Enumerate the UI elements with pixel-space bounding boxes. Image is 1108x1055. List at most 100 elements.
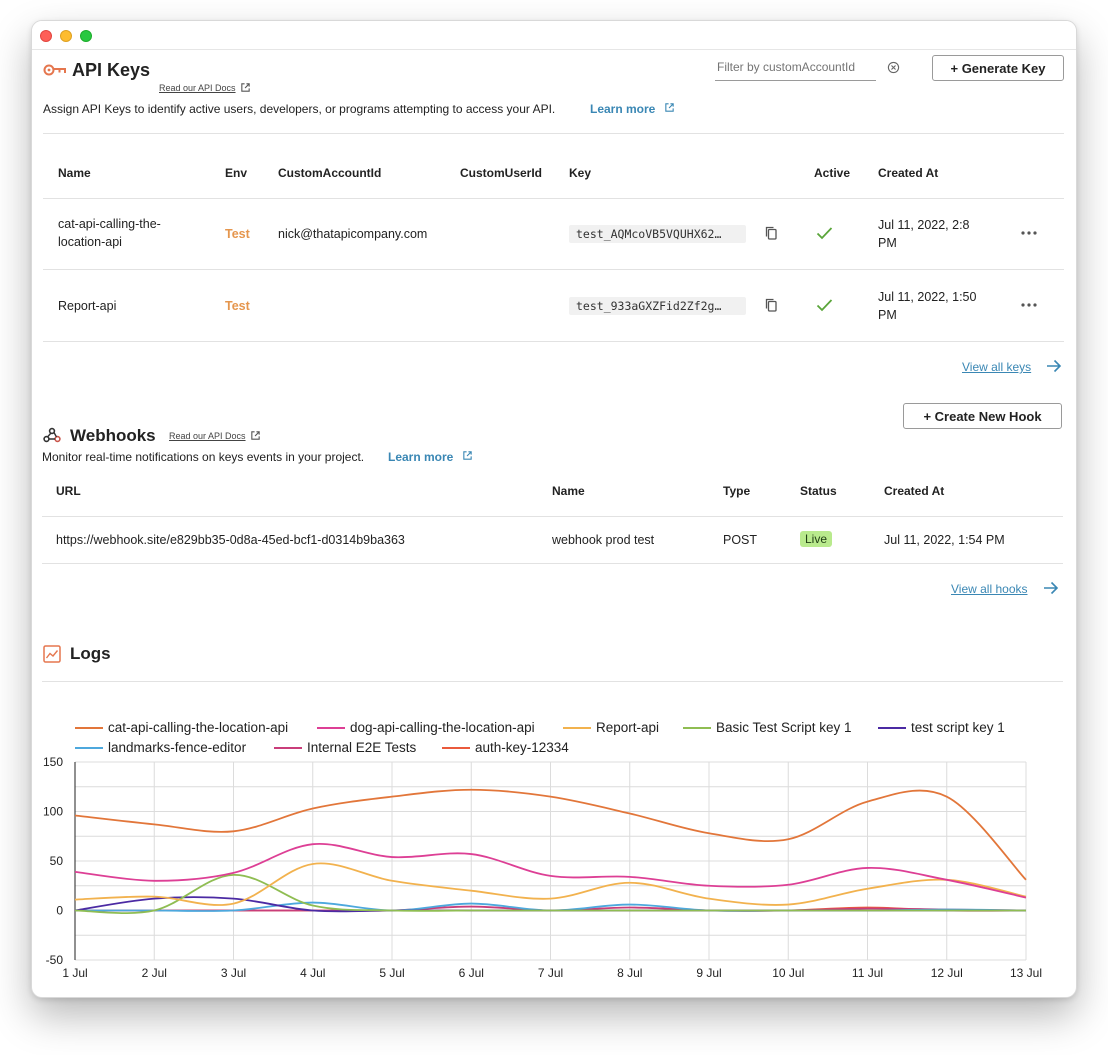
api-keys-learn-more-link[interactable]: Learn more [590,102,656,116]
column-header-custom-account-id[interactable]: CustomAccountId [278,166,382,180]
legend-swatch [274,746,302,749]
divider [43,341,1064,342]
column-header-custom-user-id[interactable]: CustomUserId [460,166,543,180]
webhook-url[interactable]: https://webhook.site/e829bb35-0d8a-45ed-… [56,533,405,547]
x-tick-label: 6 Jul [459,966,484,980]
main-content: API Keys Read our API Docs Assign API Ke… [32,50,1076,997]
x-tick-label: 4 Jul [300,966,325,980]
create-new-hook-button[interactable]: + Create New Hook [903,403,1062,429]
column-header-name[interactable]: Name [552,484,585,498]
legend-label: cat-api-calling-the-location-api [108,720,289,735]
app-window: API Keys Read our API Docs Assign API Ke… [31,20,1077,998]
maximize-window-button[interactable] [80,30,92,42]
api-keys-docs-link[interactable]: Read our API Docs [159,83,236,93]
x-tick-label: 5 Jul [379,966,404,980]
legend-item[interactable]: Basic Test Script key 1 [683,720,852,735]
legend-item[interactable]: Report-api [563,720,659,735]
clear-filter-icon[interactable] [887,61,900,74]
column-header-env[interactable]: Env [225,166,248,180]
legend-swatch [75,746,103,749]
webhook-name: webhook prod test [552,533,655,547]
close-window-button[interactable] [40,30,52,42]
y-tick-label: -50 [46,953,64,967]
minimize-window-button[interactable] [60,30,72,42]
webhook-type: POST [723,533,758,547]
copy-icon[interactable] [765,298,778,313]
logs-line-chart: 150 100 50 0 -501 Jul 2 Jul 3 Jul 4 Jul 5 Jul 6 J… [43,755,1042,980]
x-tick-label: 13 Jul [1010,966,1042,980]
legend-swatch [878,726,906,729]
y-tick-label: 50 [50,854,64,868]
arrow-right-icon[interactable] [1043,581,1059,595]
key-name: Report-api [58,299,117,313]
external-link-icon[interactable] [664,102,675,113]
legend-label: Basic Test Script key 1 [716,720,852,735]
divider [42,516,1063,517]
column-header-type[interactable]: Type [723,484,751,498]
api-key-value: test_933aGXZFid2Zf2g… [569,297,746,315]
external-link-icon[interactable] [462,450,473,461]
legend-label: dog-api-calling-the-location-api [350,720,535,735]
created-at: Jul 11, 2022, 1:54 PM [884,533,1005,547]
copy-icon[interactable] [765,226,778,241]
x-tick-label: 10 Jul [772,966,804,980]
created-at: PM [878,308,897,322]
divider [43,133,1064,134]
divider [42,563,1063,564]
external-link-icon[interactable] [250,430,261,441]
column-header-created-at[interactable]: Created At [878,166,939,180]
api-keys-title: API Keys [72,60,151,80]
more-options-icon[interactable] [1021,303,1037,307]
webhooks-learn-more-link[interactable]: Learn more [388,450,454,464]
legend-label: landmarks-fence-editor [108,740,247,755]
key-icon [43,64,66,76]
x-tick-label: 8 Jul [617,966,642,980]
external-link-icon[interactable] [240,82,251,93]
arrow-right-icon[interactable] [1046,359,1062,373]
view-all-hooks-link[interactable]: View all hooks [951,582,1028,596]
key-name: location-api [58,235,122,249]
x-tick-label: 1 Jul [62,966,87,980]
key-name: cat-api-calling-the- [58,217,161,231]
column-header-key[interactable]: Key [569,166,592,180]
webhook-icon [43,427,61,443]
legend-item[interactable]: landmarks-fence-editor [75,740,246,755]
divider [43,198,1064,199]
legend-item[interactable]: auth-key-12334 [442,740,569,755]
column-header-name[interactable]: Name [58,166,91,180]
created-at: PM [878,236,897,250]
series-line [74,842,1027,899]
generate-key-button[interactable]: + Generate Key [932,55,1064,81]
api-keys-description: Assign API Keys to identify active users… [43,102,556,116]
status-badge: Live [800,531,833,547]
legend-label: Report-api [596,720,660,735]
legend-swatch [563,726,591,729]
webhooks-title: Webhooks [70,426,156,445]
env-badge: Test [225,227,250,241]
webhooks-description: Monitor real-time notifications on keys … [42,450,365,464]
legend-item[interactable]: Internal E2E Tests [274,740,416,755]
title-bar [32,21,1076,50]
legend-item[interactable]: dog-api-calling-the-location-api [317,720,535,735]
divider [42,681,1063,682]
column-header-active[interactable]: Active [814,166,851,180]
webhooks-docs-link[interactable]: Read our API Docs [169,431,246,441]
logs-title: Logs [70,644,111,663]
created-at: Jul 11, 2022, 2:8 [878,218,970,232]
column-header-url[interactable]: URL [56,484,81,498]
x-tick-label: 7 Jul [538,966,563,980]
active-check-icon [816,227,833,240]
legend-item[interactable]: cat-api-calling-the-location-api [75,720,288,735]
logs-chart-icon [43,645,61,663]
x-tick-label: 2 Jul [142,966,167,980]
legend-swatch [75,726,103,729]
legend-label: Internal E2E Tests [307,740,417,755]
column-header-created-at[interactable]: Created At [884,484,945,498]
more-options-icon[interactable] [1021,231,1037,235]
column-header-status[interactable]: Status [800,484,837,498]
legend-item[interactable]: test script key 1 [878,720,1005,735]
filter-custom-account-input[interactable] [715,60,876,81]
created-at: Jul 11, 2022, 1:50 [878,290,977,304]
view-all-keys-link[interactable]: View all keys [962,360,1032,374]
y-tick-label: 0 [56,904,63,918]
